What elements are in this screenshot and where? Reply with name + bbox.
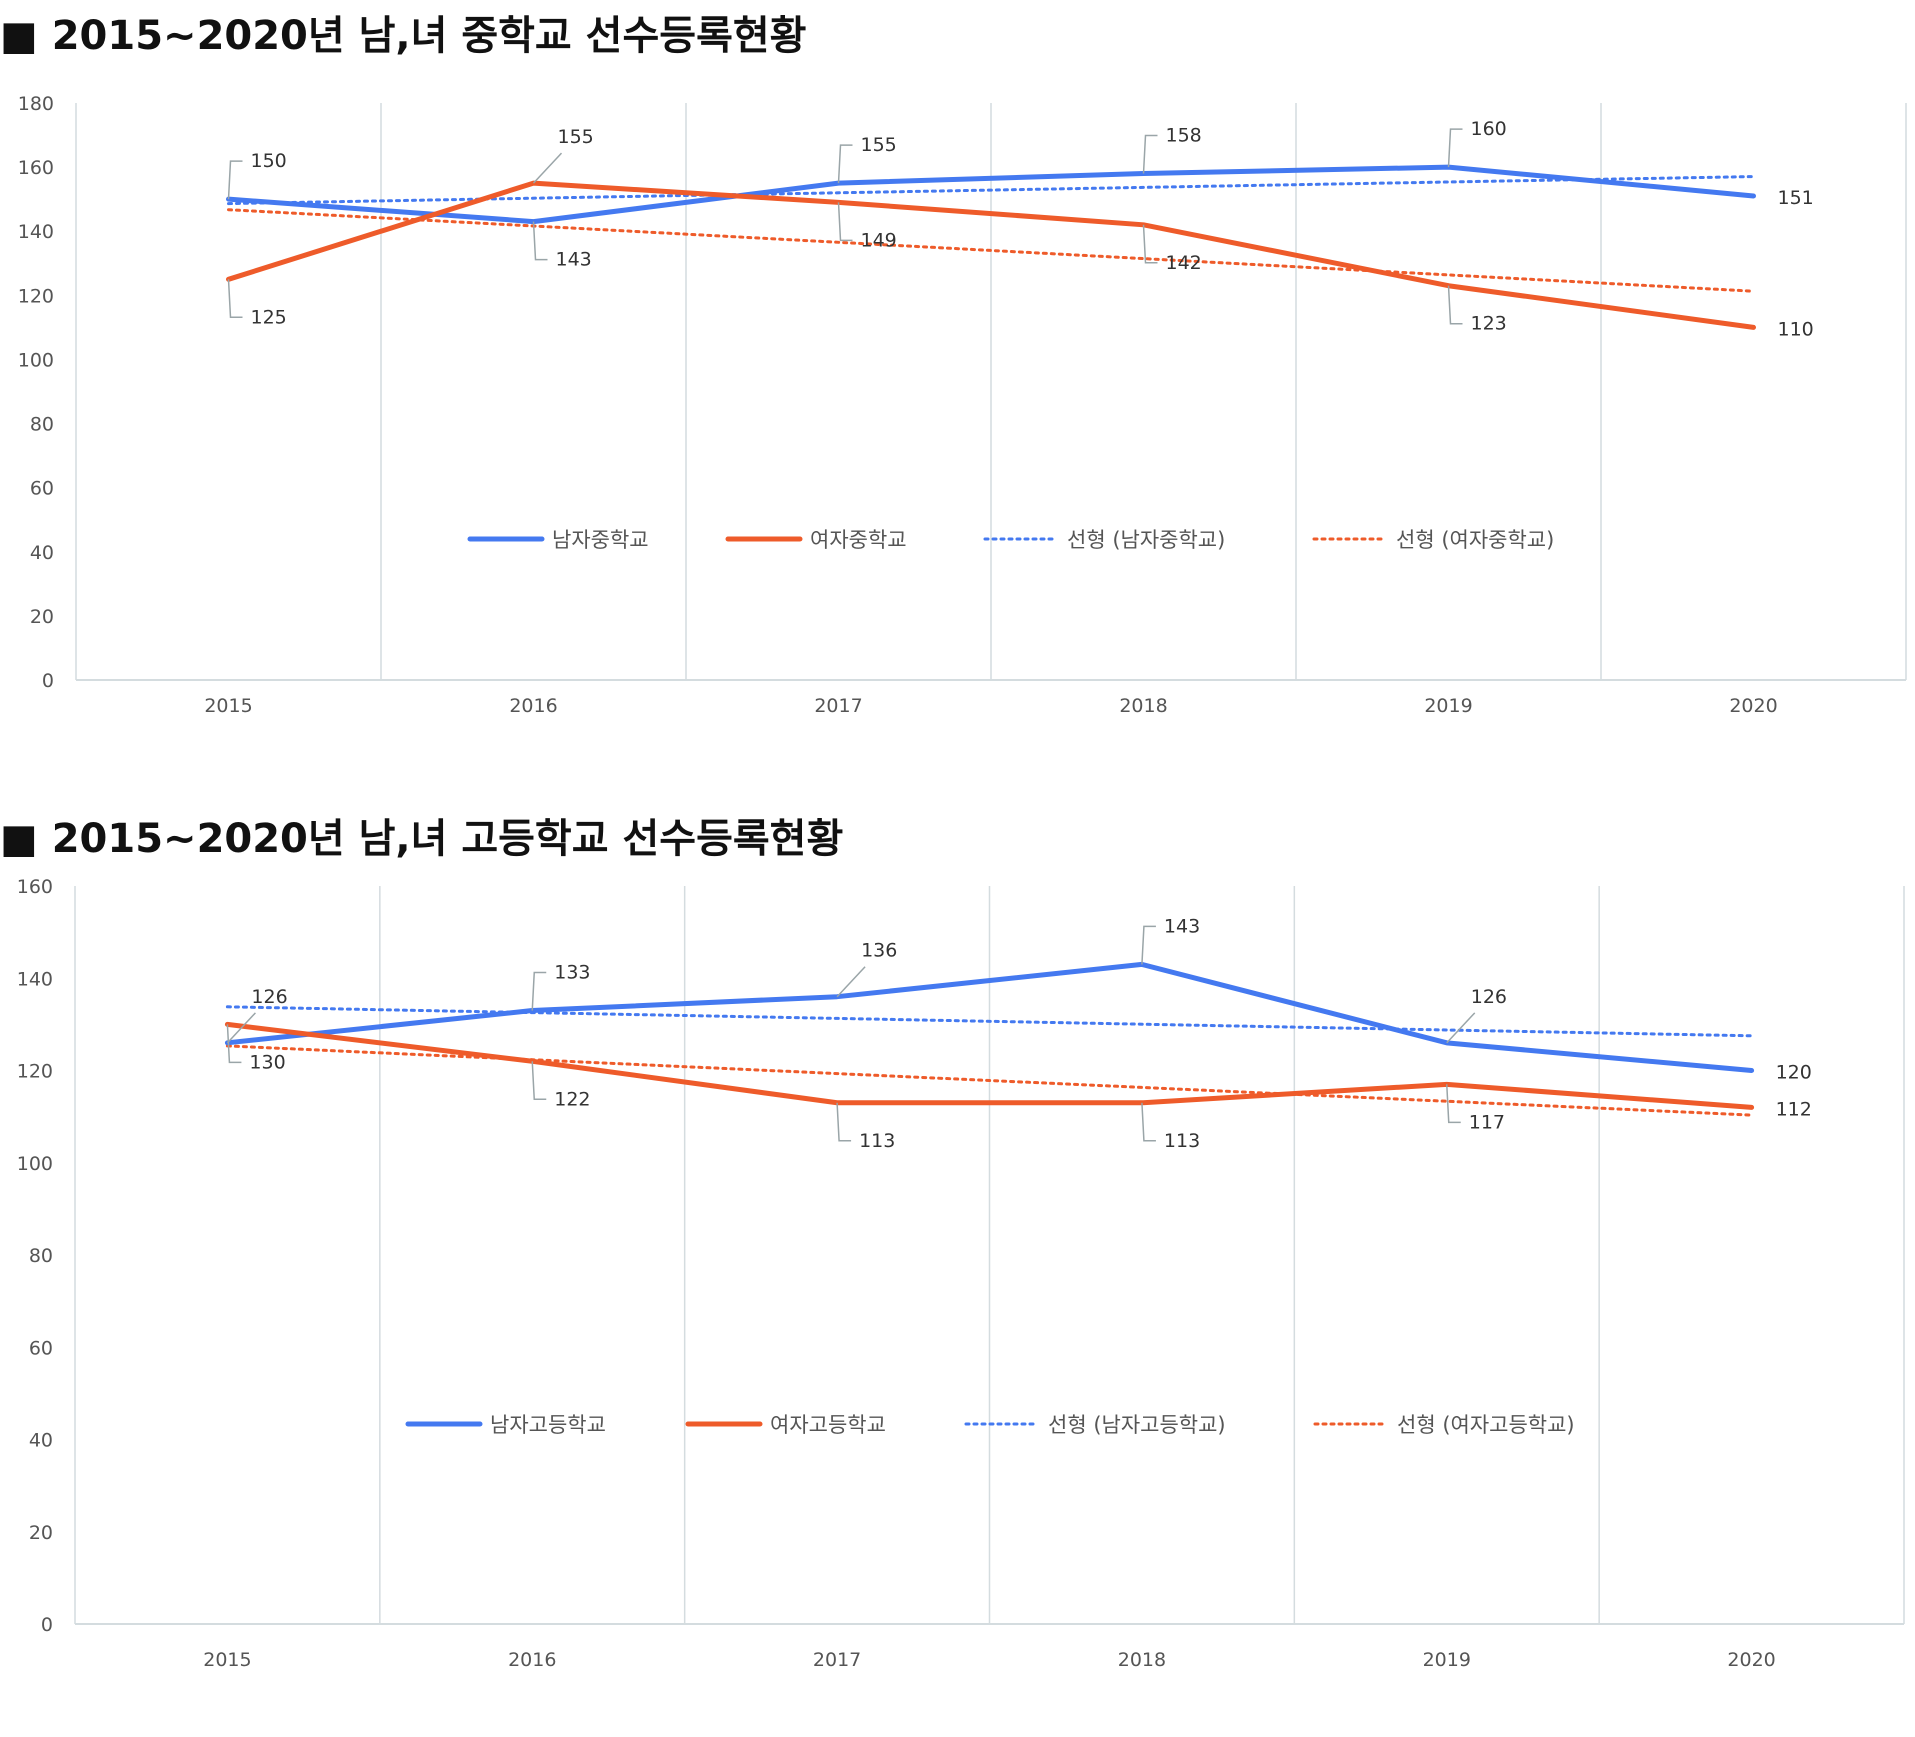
- leader-line: [532, 221, 548, 261]
- trendline-female: [227, 208, 1755, 293]
- y-tick-label: 80: [29, 1245, 53, 1267]
- leader-line: [836, 966, 866, 998]
- data-label: 112: [1776, 1098, 1812, 1120]
- leader-line: [1447, 128, 1463, 168]
- legend-label: 선형 (남자중학교): [1067, 528, 1225, 552]
- x-tick-label: 2015: [203, 1649, 251, 1671]
- data-label: 143: [556, 249, 592, 271]
- data-label: 122: [554, 1088, 590, 1110]
- data-label: 158: [1166, 125, 1202, 147]
- data-label: 155: [558, 126, 594, 148]
- data-label: 160: [1471, 118, 1507, 140]
- data-label: 126: [251, 986, 287, 1008]
- y-tick-label: 160: [17, 876, 53, 898]
- y-tick-label: 120: [18, 285, 54, 307]
- y-tick-label: 140: [17, 968, 53, 990]
- data-label: 120: [1776, 1062, 1812, 1084]
- series-line-male: [224, 961, 1755, 1073]
- legend: 남자중학교 여자중학교 선형 (남자중학교) 선형 (여자중학교): [467, 528, 1554, 552]
- x-tick-label: 2016: [508, 1649, 556, 1671]
- data-label: 150: [251, 150, 287, 172]
- data-label: 151: [1778, 187, 1814, 209]
- leader-line: [227, 160, 243, 200]
- x-tick-label: 2017: [813, 1649, 861, 1671]
- series-line-male: [226, 164, 1756, 225]
- y-tick-label: 40: [29, 1430, 53, 1452]
- y-tick-label: 100: [17, 1153, 53, 1175]
- data-label: 126: [1471, 986, 1507, 1008]
- y-tick-label: 0: [42, 670, 54, 692]
- legend-label: 여자고등학교: [770, 1413, 886, 1437]
- data-label: 143: [1164, 915, 1200, 937]
- data-label: 125: [251, 306, 287, 328]
- data-label: 117: [1469, 1111, 1505, 1133]
- leader-line: [836, 1102, 852, 1142]
- chart-1: ■ 2015~2020년 남,녀 중학교 선수등록현황 0 20 40 60 80 100 1…: [0, 13, 1907, 717]
- x-tick-label: 2020: [1727, 1649, 1775, 1671]
- data-label: 110: [1778, 318, 1814, 340]
- data-label: 130: [249, 1051, 285, 1073]
- legend-label: 남자중학교: [552, 528, 649, 552]
- legend-label: 선형 (남자고등학교): [1048, 1413, 1226, 1437]
- leader-line: [531, 1061, 547, 1101]
- leader-line: [837, 144, 853, 184]
- x-tick-label: 2018: [1119, 695, 1167, 717]
- legend-label: 선형 (여자중학교): [1396, 528, 1554, 552]
- x-tick-label: 2019: [1424, 695, 1472, 717]
- x-tick-label: 2016: [509, 695, 557, 717]
- y-tick-label: 160: [18, 157, 54, 179]
- y-tick-label: 140: [18, 221, 54, 243]
- y-tick-label: 60: [29, 1337, 53, 1359]
- leader-line: [1141, 925, 1156, 965]
- data-label: 155: [861, 134, 897, 156]
- leader-line: [531, 971, 547, 1011]
- legend-label: 선형 (여자고등학교): [1397, 1413, 1575, 1437]
- chart-2: ■ 2015~2020년 남,녀 고등학교 선수등록현황 0 20 40 60 80 100…: [0, 816, 1905, 1671]
- y-tick-label: 120: [17, 1061, 53, 1083]
- x-tick-label: 2020: [1729, 695, 1777, 717]
- leader-line: [1141, 1102, 1156, 1142]
- data-label: 123: [1471, 313, 1507, 335]
- data-label: 113: [1164, 1130, 1200, 1152]
- leader-line: [226, 1012, 256, 1044]
- chart-title: ■ 2015~2020년 남,녀 고등학교 선수등록현황: [0, 816, 843, 862]
- y-tick-label: 100: [18, 349, 54, 371]
- leader-line: [1446, 1012, 1476, 1044]
- x-tick-label: 2015: [204, 695, 252, 717]
- y-tick-label: 20: [30, 606, 54, 628]
- leader-line: [1446, 1084, 1461, 1124]
- legend: 남자고등학교 여자고등학교 선형 (남자고등학교) 선형 (여자고등학교): [405, 1413, 1575, 1437]
- y-tick-label: 180: [18, 93, 54, 115]
- x-tick-label: 2017: [814, 695, 862, 717]
- series-line-female: [226, 180, 1756, 330]
- chart-title: ■ 2015~2020년 남,녀 중학교 선수등록현황: [0, 13, 806, 59]
- x-tick-label: 2018: [1118, 1649, 1166, 1671]
- leader-line: [837, 202, 853, 242]
- legend-label: 여자중학교: [810, 528, 907, 552]
- leader-line: [532, 152, 563, 184]
- y-tick-label: 0: [41, 1614, 53, 1636]
- data-label: 133: [554, 962, 590, 984]
- y-tick-label: 40: [30, 542, 54, 564]
- leader-line: [226, 1024, 242, 1064]
- legend-label: 남자고등학교: [490, 1413, 606, 1437]
- leader-line: [227, 279, 243, 319]
- y-tick-label: 20: [29, 1522, 53, 1544]
- data-label: 136: [861, 940, 897, 962]
- leader-line: [1142, 224, 1158, 264]
- trendline-male: [225, 1005, 1754, 1038]
- data-label: 142: [1166, 252, 1202, 274]
- leader-line: [1142, 134, 1158, 174]
- x-tick-label: 2019: [1423, 1649, 1471, 1671]
- leader-line: [1447, 285, 1463, 325]
- y-tick-label: 80: [30, 414, 54, 436]
- data-label: 113: [859, 1130, 895, 1152]
- series-line-female: [224, 1021, 1755, 1110]
- trendline-male: [227, 175, 1755, 206]
- trendline-female: [225, 1044, 1754, 1117]
- data-label: 149: [861, 229, 897, 251]
- y-tick-label: 60: [30, 478, 54, 500]
